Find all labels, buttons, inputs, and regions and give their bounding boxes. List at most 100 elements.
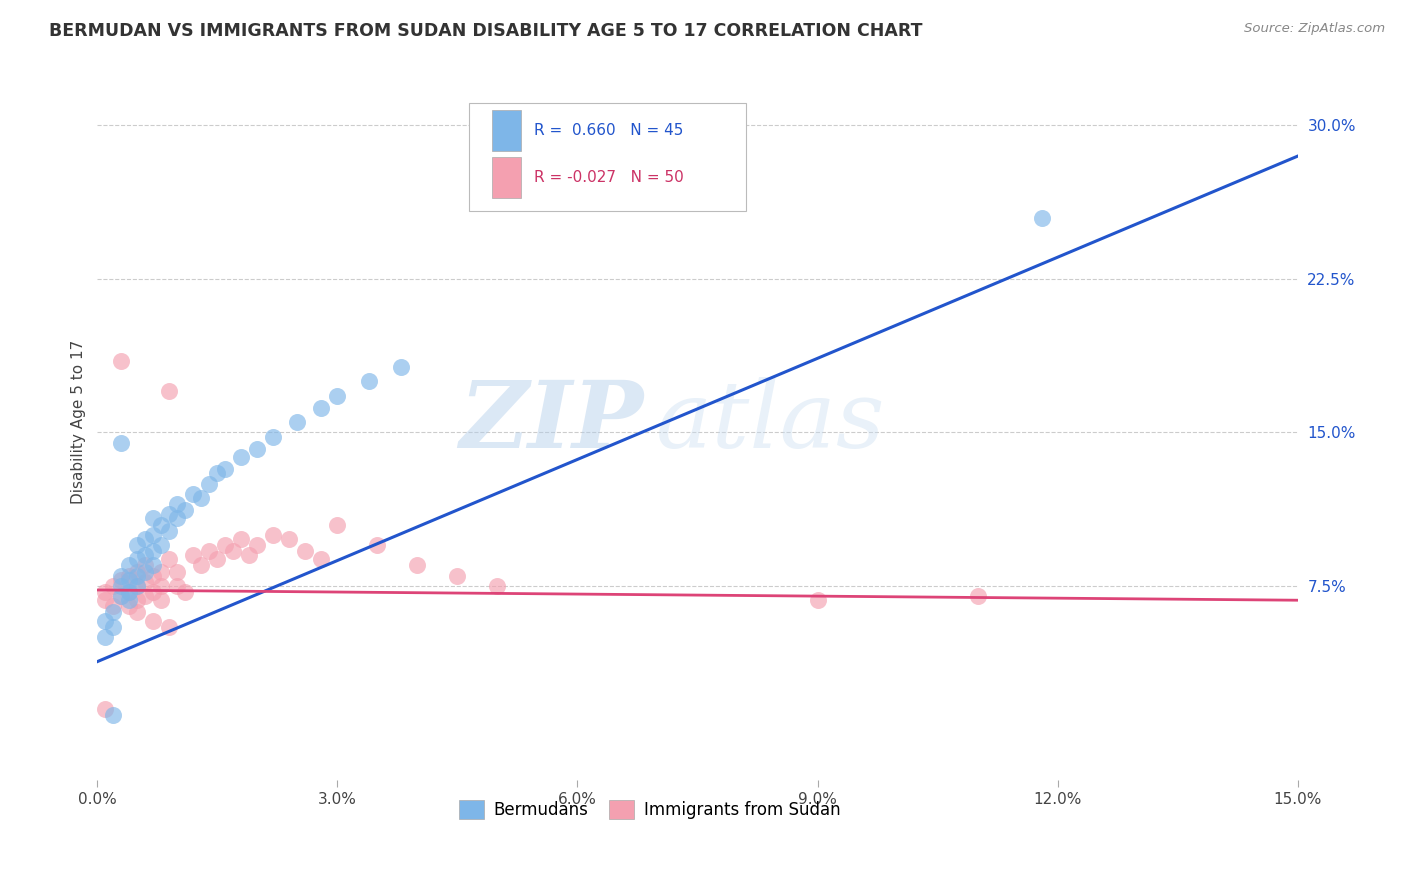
Point [207, 552, 229, 566]
Point [118, 558, 141, 573]
Point [103, 620, 125, 634]
Point [134, 574, 156, 589]
Legend: Bermudans, Immigrants from Sudan: Bermudans, Immigrants from Sudan [453, 794, 846, 826]
Point [198, 544, 221, 558]
Point [118, 568, 141, 582]
Point [118, 585, 141, 599]
Point [142, 558, 165, 573]
Point [110, 589, 132, 603]
Point [966, 589, 988, 603]
Point [246, 442, 269, 456]
Point [446, 568, 468, 582]
Point [142, 585, 165, 599]
Text: ZIP: ZIP [460, 377, 644, 467]
Point [150, 593, 173, 607]
Text: R = -0.027   N = 50: R = -0.027 N = 50 [534, 170, 683, 185]
Point [174, 585, 197, 599]
Point [103, 606, 125, 620]
Text: BERMUDAN VS IMMIGRANTS FROM SUDAN DISABILITY AGE 5 TO 17 CORRELATION CHART: BERMUDAN VS IMMIGRANTS FROM SUDAN DISABI… [49, 22, 922, 40]
Point [366, 538, 388, 552]
Point [406, 558, 429, 573]
Point [118, 573, 141, 587]
Point [142, 614, 165, 628]
Point [94, 630, 117, 644]
Point [311, 552, 333, 566]
FancyBboxPatch shape [470, 103, 745, 211]
Point [190, 558, 212, 573]
Point [110, 573, 132, 587]
Point [142, 544, 165, 558]
Point [110, 353, 132, 368]
Point [94, 614, 117, 628]
Y-axis label: Disability Age 5 to 17: Disability Age 5 to 17 [72, 340, 86, 504]
Point [157, 508, 180, 522]
Point [1031, 211, 1053, 225]
Point [94, 593, 117, 607]
Point [190, 491, 212, 505]
Point [110, 579, 132, 593]
FancyBboxPatch shape [492, 157, 522, 198]
FancyBboxPatch shape [492, 110, 522, 151]
Point [142, 568, 165, 582]
Point [278, 532, 301, 546]
Point [183, 548, 205, 562]
Point [150, 579, 173, 593]
Point [127, 606, 149, 620]
Point [127, 565, 149, 579]
Point [262, 429, 284, 443]
Point [198, 476, 221, 491]
Point [174, 503, 197, 517]
Point [134, 548, 156, 562]
Point [359, 374, 381, 388]
Point [127, 593, 149, 607]
Point [134, 589, 156, 603]
Point [127, 538, 149, 552]
Point [231, 450, 253, 464]
Point [118, 593, 141, 607]
Point [110, 568, 132, 582]
Point [166, 565, 188, 579]
Point [166, 497, 188, 511]
Point [134, 532, 156, 546]
Point [166, 579, 188, 593]
Point [142, 511, 165, 525]
Point [207, 467, 229, 481]
Point [94, 585, 117, 599]
Text: R =  0.660   N = 45: R = 0.660 N = 45 [534, 123, 683, 138]
Point [262, 527, 284, 541]
Point [103, 579, 125, 593]
Point [214, 538, 236, 552]
Point [326, 517, 349, 532]
Point [110, 435, 132, 450]
Point [142, 527, 165, 541]
Point [183, 487, 205, 501]
Point [103, 707, 125, 722]
Point [311, 401, 333, 415]
Text: Source: ZipAtlas.com: Source: ZipAtlas.com [1244, 22, 1385, 36]
Point [134, 558, 156, 573]
Point [127, 579, 149, 593]
Point [486, 579, 509, 593]
Point [157, 384, 180, 399]
Point [118, 599, 141, 614]
Point [157, 552, 180, 566]
Point [806, 593, 828, 607]
Point [127, 579, 149, 593]
Point [166, 511, 188, 525]
Point [110, 589, 132, 603]
Point [94, 701, 117, 715]
Point [157, 524, 180, 538]
Text: atlas: atlas [655, 377, 884, 467]
Point [127, 568, 149, 582]
Point [103, 599, 125, 614]
Point [150, 517, 173, 532]
Point [222, 544, 245, 558]
Point [391, 359, 413, 374]
Point [157, 620, 180, 634]
Point [246, 538, 269, 552]
Point [326, 388, 349, 402]
Point [118, 585, 141, 599]
Point [214, 462, 236, 476]
Point [127, 552, 149, 566]
Point [150, 538, 173, 552]
